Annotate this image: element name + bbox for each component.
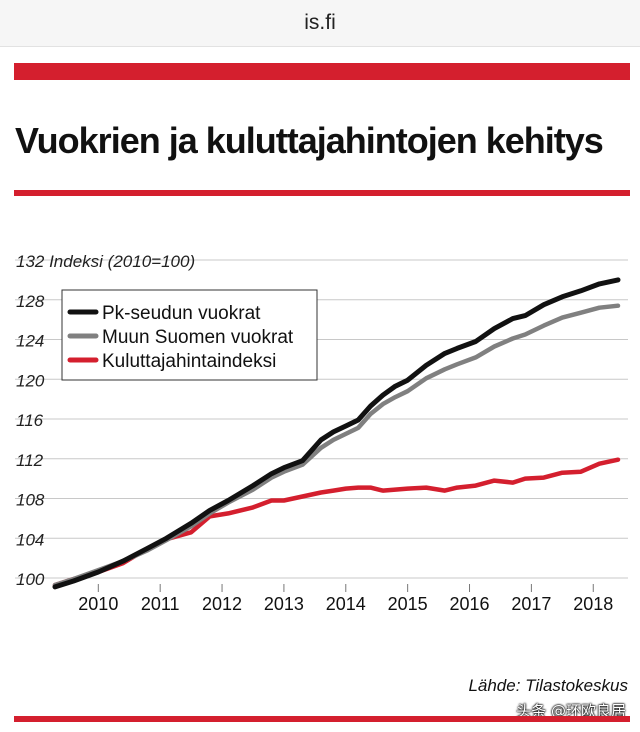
top-accent-bar bbox=[14, 63, 630, 80]
x-tick-label: 2018 bbox=[573, 594, 613, 614]
x-tick-label: 2010 bbox=[78, 594, 118, 614]
x-tick-label: 2015 bbox=[388, 594, 428, 614]
series-line-pk-seudun bbox=[52, 277, 621, 590]
legend-label: Pk-seudun vuokrat bbox=[102, 303, 261, 324]
bottom-accent-bar bbox=[14, 716, 630, 722]
line-chart: 100 104 108 112 116 120 124 128 132 Indeksi (201… bbox=[15, 252, 628, 614]
source-credit: Lähde: Tilastokeskus bbox=[468, 676, 628, 695]
y-tick-label: 112 bbox=[16, 451, 44, 470]
series-line-kuluttajahinta bbox=[52, 457, 621, 588]
y-tick-label: 128 bbox=[16, 292, 45, 311]
title-divider bbox=[14, 190, 630, 196]
x-tick-label: 2011 bbox=[141, 594, 180, 614]
y-tick-label: 104 bbox=[16, 530, 44, 549]
watermark-text: 头条 @环欧良居 bbox=[516, 702, 626, 720]
x-axis-ticks: 2010 2011 2012 2013 2014 2015 2016 2017 2018 bbox=[78, 584, 613, 614]
y-tick-label: 120 bbox=[16, 371, 45, 390]
legend-label: Kuluttajahintaindeksi bbox=[102, 351, 276, 372]
x-tick-label: 2016 bbox=[449, 594, 489, 614]
y-tick-label: 132 Indeksi (2010=100) bbox=[16, 252, 195, 271]
page-title: Vuokrien ja kuluttajahintojen kehitys bbox=[15, 120, 604, 161]
x-tick-label: 2013 bbox=[264, 594, 304, 614]
legend-label: Muun Suomen vuokrat bbox=[102, 327, 294, 348]
x-tick-label: 2017 bbox=[511, 594, 551, 614]
chart-legend: Pk-seudun vuokrat Muun Suomen vuokrat Kulu… bbox=[61, 289, 318, 381]
y-tick-label: 100 bbox=[16, 570, 45, 589]
x-tick-label: 2012 bbox=[202, 594, 242, 614]
y-axis-ticks: 100 104 108 112 116 120 124 128 132 Indeksi (201… bbox=[16, 252, 195, 589]
y-tick-label: 108 bbox=[16, 491, 45, 510]
y-tick-label: 124 bbox=[16, 332, 44, 351]
legend-box bbox=[61, 289, 318, 381]
y-tick-label: 116 bbox=[16, 411, 44, 430]
browser-address-bar[interactable]: is.fi bbox=[0, 0, 640, 47]
chart-series-lines bbox=[52, 277, 621, 590]
x-tick-label: 2014 bbox=[326, 594, 366, 614]
site-domain: is.fi bbox=[304, 11, 336, 34]
